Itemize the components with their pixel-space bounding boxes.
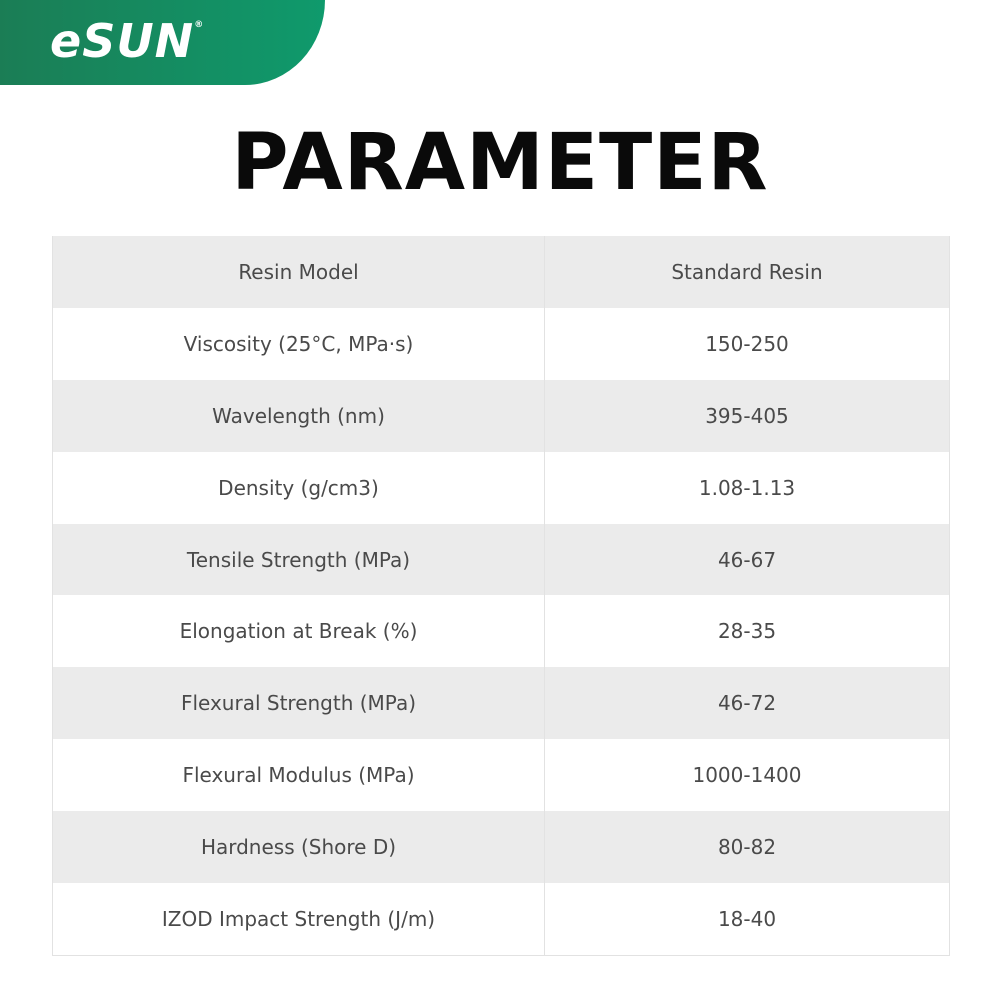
parameter-label: Flexural Strength (MPa) <box>52 667 545 740</box>
table-row: IZOD Impact Strength (J/m) 18-40 <box>52 883 950 956</box>
parameter-label: Viscosity (25°C, MPa·s) <box>52 307 545 380</box>
table-row: Elongation at Break (%) 28-35 <box>52 595 950 668</box>
esun-logo: eSUN® <box>50 14 204 68</box>
parameter-label: Tensile Strength (MPa) <box>52 523 545 596</box>
parameter-value: 28-35 <box>544 595 950 668</box>
parameter-value: 395-405 <box>544 379 950 452</box>
parameter-table: Resin Model Standard Resin Viscosity (25°C… <box>52 236 950 956</box>
page-title: PARAMETER <box>231 118 769 208</box>
table-header-row: Resin Model Standard Resin <box>52 236 950 308</box>
parameter-value: 46-67 <box>544 523 950 596</box>
parameter-label: IZOD Impact Strength (J/m) <box>52 883 545 956</box>
parameter-value: 80-82 <box>544 811 950 884</box>
parameter-label: Elongation at Break (%) <box>52 595 545 668</box>
table-row: Tensile Strength (MPa) 46-67 <box>52 523 950 596</box>
parameter-label: Wavelength (nm) <box>52 379 545 452</box>
table-row: Flexural Strength (MPa) 46-72 <box>52 667 950 740</box>
table-row: Wavelength (nm) 395-405 <box>52 379 950 452</box>
parameter-value: 18-40 <box>544 883 950 956</box>
parameter-label: Hardness (Shore D) <box>52 811 545 884</box>
parameter-value: 46-72 <box>544 667 950 740</box>
table-row: Hardness (Shore D) 80-82 <box>52 811 950 884</box>
parameter-value: 150-250 <box>544 307 950 380</box>
parameter-value: 1000-1400 <box>544 739 950 812</box>
table-row: Viscosity (25°C, MPa·s) 150-250 <box>52 307 950 380</box>
table-row: Density (g/cm3) 1.08-1.13 <box>52 451 950 524</box>
parameter-value: 1.08-1.13 <box>544 451 950 524</box>
brand-banner: eSUN® <box>0 0 325 85</box>
parameter-label: Density (g/cm3) <box>52 451 545 524</box>
logo-text: eSUN <box>50 14 195 68</box>
registered-mark: ® <box>194 20 205 30</box>
table-row: Flexural Modulus (MPa) 1000-1400 <box>52 739 950 812</box>
parameter-label: Resin Model <box>52 236 545 308</box>
parameter-label: Flexural Modulus (MPa) <box>52 739 545 812</box>
parameter-value: Standard Resin <box>544 236 950 308</box>
